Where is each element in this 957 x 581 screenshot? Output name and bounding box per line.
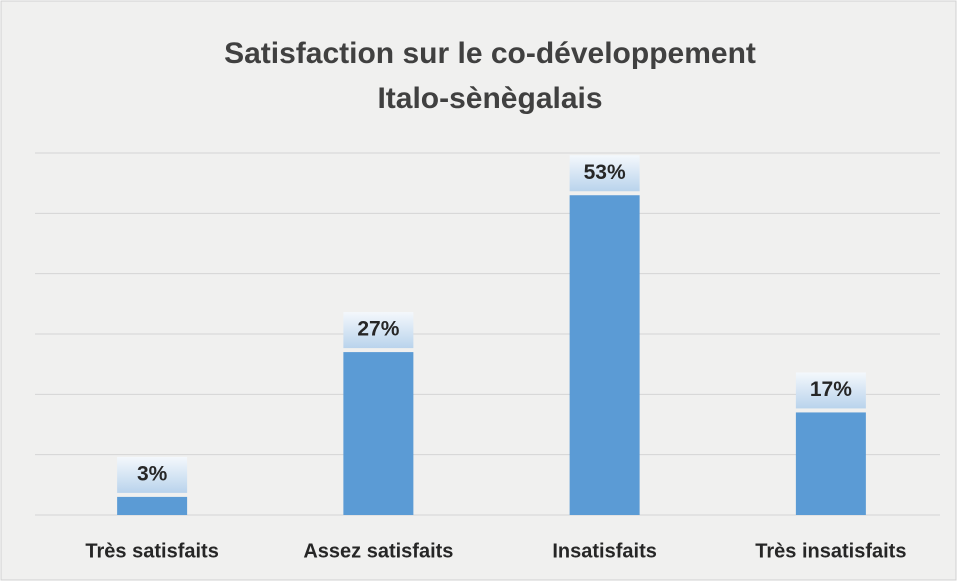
- chart-title: Italo-sènègalais: [377, 82, 602, 115]
- x-tick-label: Très insatisfaits: [755, 540, 906, 562]
- value-label-box: [117, 456, 188, 493]
- bar: [569, 195, 640, 515]
- value-label-box: [795, 372, 866, 409]
- x-tick-label: Assez satisfaits: [303, 540, 453, 562]
- value-label: 53%: [584, 161, 626, 184]
- value-label: 17%: [810, 378, 852, 401]
- bar: [117, 496, 188, 515]
- bar: [343, 352, 414, 515]
- value-label: 27%: [357, 318, 399, 341]
- bar: [795, 412, 866, 515]
- x-tick-label: Très satisfaits: [85, 540, 218, 562]
- value-label-box: [343, 312, 414, 349]
- value-label-box: [569, 155, 640, 192]
- x-tick-label: Insatisfaits: [552, 540, 656, 562]
- chart-title: Satisfaction sur le co-développement: [224, 37, 756, 70]
- value-label: 3%: [137, 462, 168, 485]
